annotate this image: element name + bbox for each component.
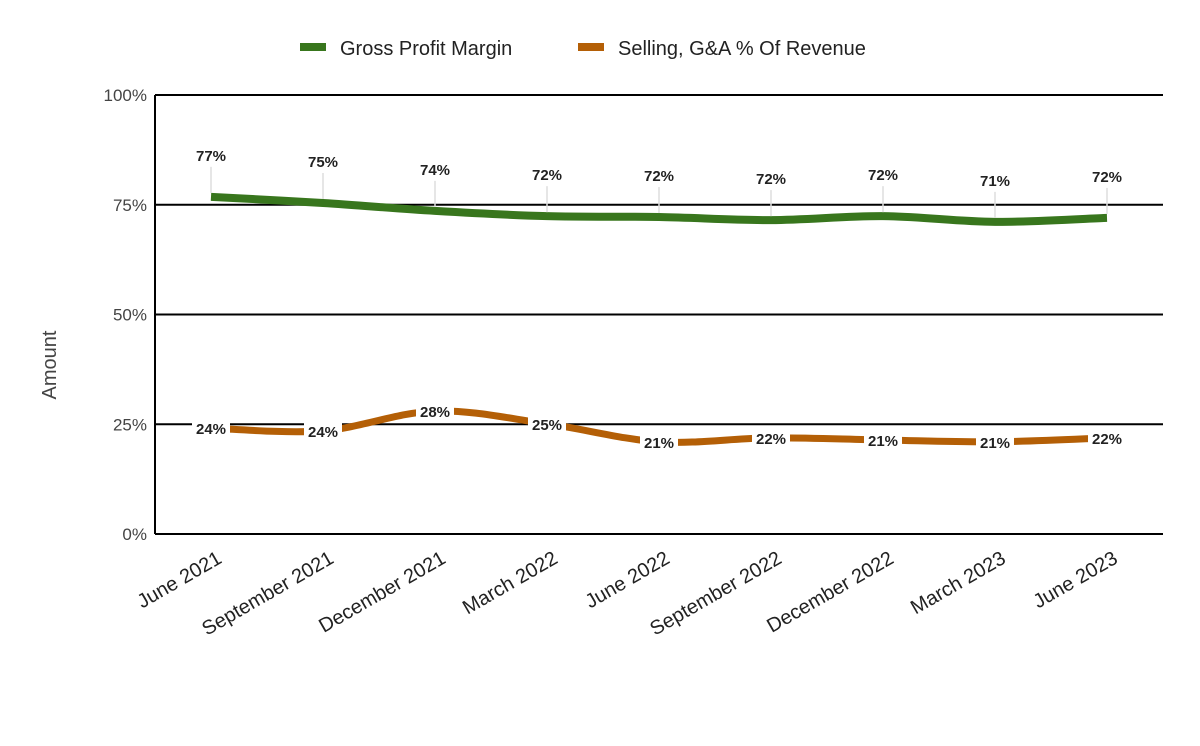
data-label: 72% xyxy=(868,167,898,184)
data-label: 25% xyxy=(532,417,562,434)
y-tick-label: 25% xyxy=(113,415,147,434)
data-label: 22% xyxy=(756,431,786,448)
data-label: 74% xyxy=(420,162,450,179)
legend: Gross Profit Margin Selling, G&A % Of Rev… xyxy=(300,38,866,60)
data-label-background xyxy=(752,427,790,448)
data-label: 21% xyxy=(980,435,1010,452)
data-label-background xyxy=(304,420,342,441)
y-tick-label: 100% xyxy=(104,86,147,105)
data-label: 21% xyxy=(644,435,674,452)
data-label: 72% xyxy=(1092,169,1122,186)
data-label: 22% xyxy=(1092,431,1122,448)
data-label-background xyxy=(528,413,566,434)
data-labels: 77% 75% 74% 72% 72% 72% 72% 71% 72% 24% 24% 28% 25% 2… xyxy=(192,148,1126,452)
legend-swatch xyxy=(578,43,604,51)
data-label: 72% xyxy=(644,168,674,185)
x-tick-label: June 2022 xyxy=(582,547,674,613)
y-tick-label: 50% xyxy=(113,306,147,325)
series-line-gross-profit-margin xyxy=(210,192,1108,226)
data-label-background xyxy=(640,431,678,452)
legend-item[interactable]: Gross Profit Margin xyxy=(300,38,512,60)
data-label: 24% xyxy=(308,424,338,441)
x-tick-label: December 2022 xyxy=(763,547,897,637)
data-label-background xyxy=(1088,427,1126,448)
series-lines xyxy=(210,192,1108,446)
legend-swatch xyxy=(300,43,326,51)
data-label-background xyxy=(192,418,230,439)
x-tick-label: March 2023 xyxy=(907,547,1009,619)
y-tick-label: 0% xyxy=(122,525,147,544)
data-label-background xyxy=(416,401,454,422)
y-axis-ticks: 0% 25% 50% 75% 100% xyxy=(104,86,147,544)
data-label: 72% xyxy=(756,171,786,188)
x-tick-label: December 2021 xyxy=(315,547,449,637)
y-axis-label: Amount xyxy=(39,330,61,399)
data-label: 21% xyxy=(868,433,898,450)
data-label: 72% xyxy=(532,167,562,184)
data-label: 77% xyxy=(196,148,226,165)
grid xyxy=(154,94,1163,535)
legend-label: Gross Profit Margin xyxy=(340,38,512,60)
data-label: 28% xyxy=(420,404,450,421)
legend-item[interactable]: Selling, G&A % Of Revenue xyxy=(578,38,866,60)
x-tick-label: June 2021 xyxy=(134,547,226,613)
data-label: 75% xyxy=(308,154,338,171)
x-tick-label: June 2023 xyxy=(1030,547,1122,613)
data-label: 24% xyxy=(196,421,226,438)
x-tick-label: March 2022 xyxy=(459,547,561,619)
data-label-background xyxy=(864,430,902,451)
data-label-background xyxy=(976,431,1014,452)
y-tick-label: 75% xyxy=(113,196,147,215)
data-label: 71% xyxy=(980,173,1010,190)
legend-label: Selling, G&A % Of Revenue xyxy=(618,38,866,60)
